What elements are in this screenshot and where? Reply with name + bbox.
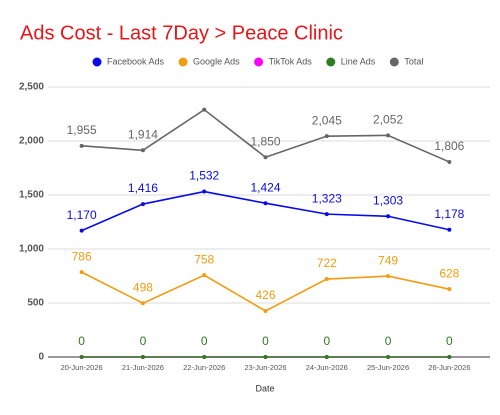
- data-point: [447, 227, 452, 232]
- legend-label: Total: [404, 56, 423, 66]
- data-point: [140, 202, 145, 207]
- data-label: 426: [255, 288, 275, 302]
- x-tick-label: 26-Jun-2026: [428, 363, 470, 372]
- data-label: 749: [378, 253, 398, 267]
- data-label: 1,914: [128, 127, 158, 141]
- data-point: [202, 107, 207, 112]
- data-point: [447, 355, 452, 359]
- data-label: 1,955: [67, 123, 97, 137]
- legend-marker: [389, 57, 399, 67]
- data-point: [140, 301, 145, 306]
- data-point: [202, 189, 207, 194]
- data-point: [79, 228, 84, 233]
- data-label: 786: [72, 249, 92, 263]
- data-point: [79, 270, 84, 275]
- data-label: 1,170: [67, 208, 97, 222]
- data-point: [263, 355, 268, 359]
- data-point: [324, 134, 329, 139]
- data-label: 0: [140, 334, 147, 348]
- data-point: [324, 277, 329, 282]
- data-label: 1,424: [250, 180, 280, 194]
- x-axis-label: Date: [255, 383, 274, 393]
- legend-label: Facebook Ads: [107, 56, 165, 66]
- data-label: 0: [446, 334, 453, 348]
- legend-label: TikTok Ads: [269, 56, 313, 66]
- x-tick-label: 21-Jun-2026: [122, 363, 164, 372]
- data-label: 0: [385, 334, 392, 348]
- data-point: [386, 133, 391, 138]
- data-point: [263, 308, 268, 313]
- data-point: [386, 214, 391, 219]
- data-point: [386, 274, 391, 279]
- data-point: [324, 355, 329, 359]
- data-point: [79, 143, 84, 148]
- data-point: [263, 201, 268, 206]
- legend-label: Google Ads: [193, 56, 240, 66]
- legend-marker: [254, 57, 264, 67]
- x-tick-label: 24-Jun-2026: [306, 363, 348, 372]
- data-label: 1,806: [434, 139, 464, 153]
- data-point: [79, 355, 84, 359]
- data-point: [140, 148, 145, 153]
- data-point: [324, 212, 329, 217]
- legend-marker: [326, 57, 336, 67]
- data-point: [140, 355, 145, 359]
- data-point: [447, 159, 452, 164]
- data-label: 1,323: [312, 191, 342, 205]
- data-label: 1,416: [128, 181, 158, 195]
- data-label: 2,045: [312, 113, 342, 127]
- data-label: 628: [439, 266, 459, 280]
- data-label: 2,052: [373, 113, 403, 127]
- data-label: 1,850: [250, 134, 280, 148]
- y-tick-label: 2,000: [19, 136, 44, 147]
- y-tick-label: 2,500: [19, 82, 44, 93]
- data-point: [447, 287, 452, 292]
- data-label: 1,532: [189, 169, 219, 183]
- data-label: 0: [201, 334, 208, 348]
- data-label: 0: [78, 334, 85, 348]
- x-tick-label: 23-Jun-2026: [244, 363, 286, 372]
- legend-marker: [92, 57, 102, 67]
- data-label: 1,303: [373, 193, 403, 207]
- y-tick-label: 500: [27, 298, 44, 309]
- legend-marker: [178, 57, 188, 67]
- data-point: [263, 155, 268, 160]
- x-tick-label: 22-Jun-2026: [183, 363, 225, 372]
- x-tick-label: 20-Jun-2026: [61, 363, 103, 372]
- y-tick-label: 1,500: [19, 190, 44, 201]
- data-point: [202, 273, 207, 278]
- data-label: 0: [262, 334, 269, 348]
- x-tick-label: 25-Jun-2026: [367, 363, 409, 372]
- y-tick-label: 1,000: [19, 244, 44, 255]
- data-point: [202, 355, 207, 359]
- legend-label: Line Ads: [341, 56, 376, 66]
- chart-title: Ads Cost - Last 7Day > Peace Clinic: [20, 22, 343, 44]
- data-label: 498: [133, 280, 153, 294]
- data-point: [386, 355, 391, 359]
- y-tick-label: 0: [38, 352, 44, 363]
- data-label: 758: [194, 252, 214, 266]
- data-label: 722: [317, 256, 337, 270]
- data-label: 1,178: [434, 207, 464, 221]
- data-label: 0: [323, 334, 330, 348]
